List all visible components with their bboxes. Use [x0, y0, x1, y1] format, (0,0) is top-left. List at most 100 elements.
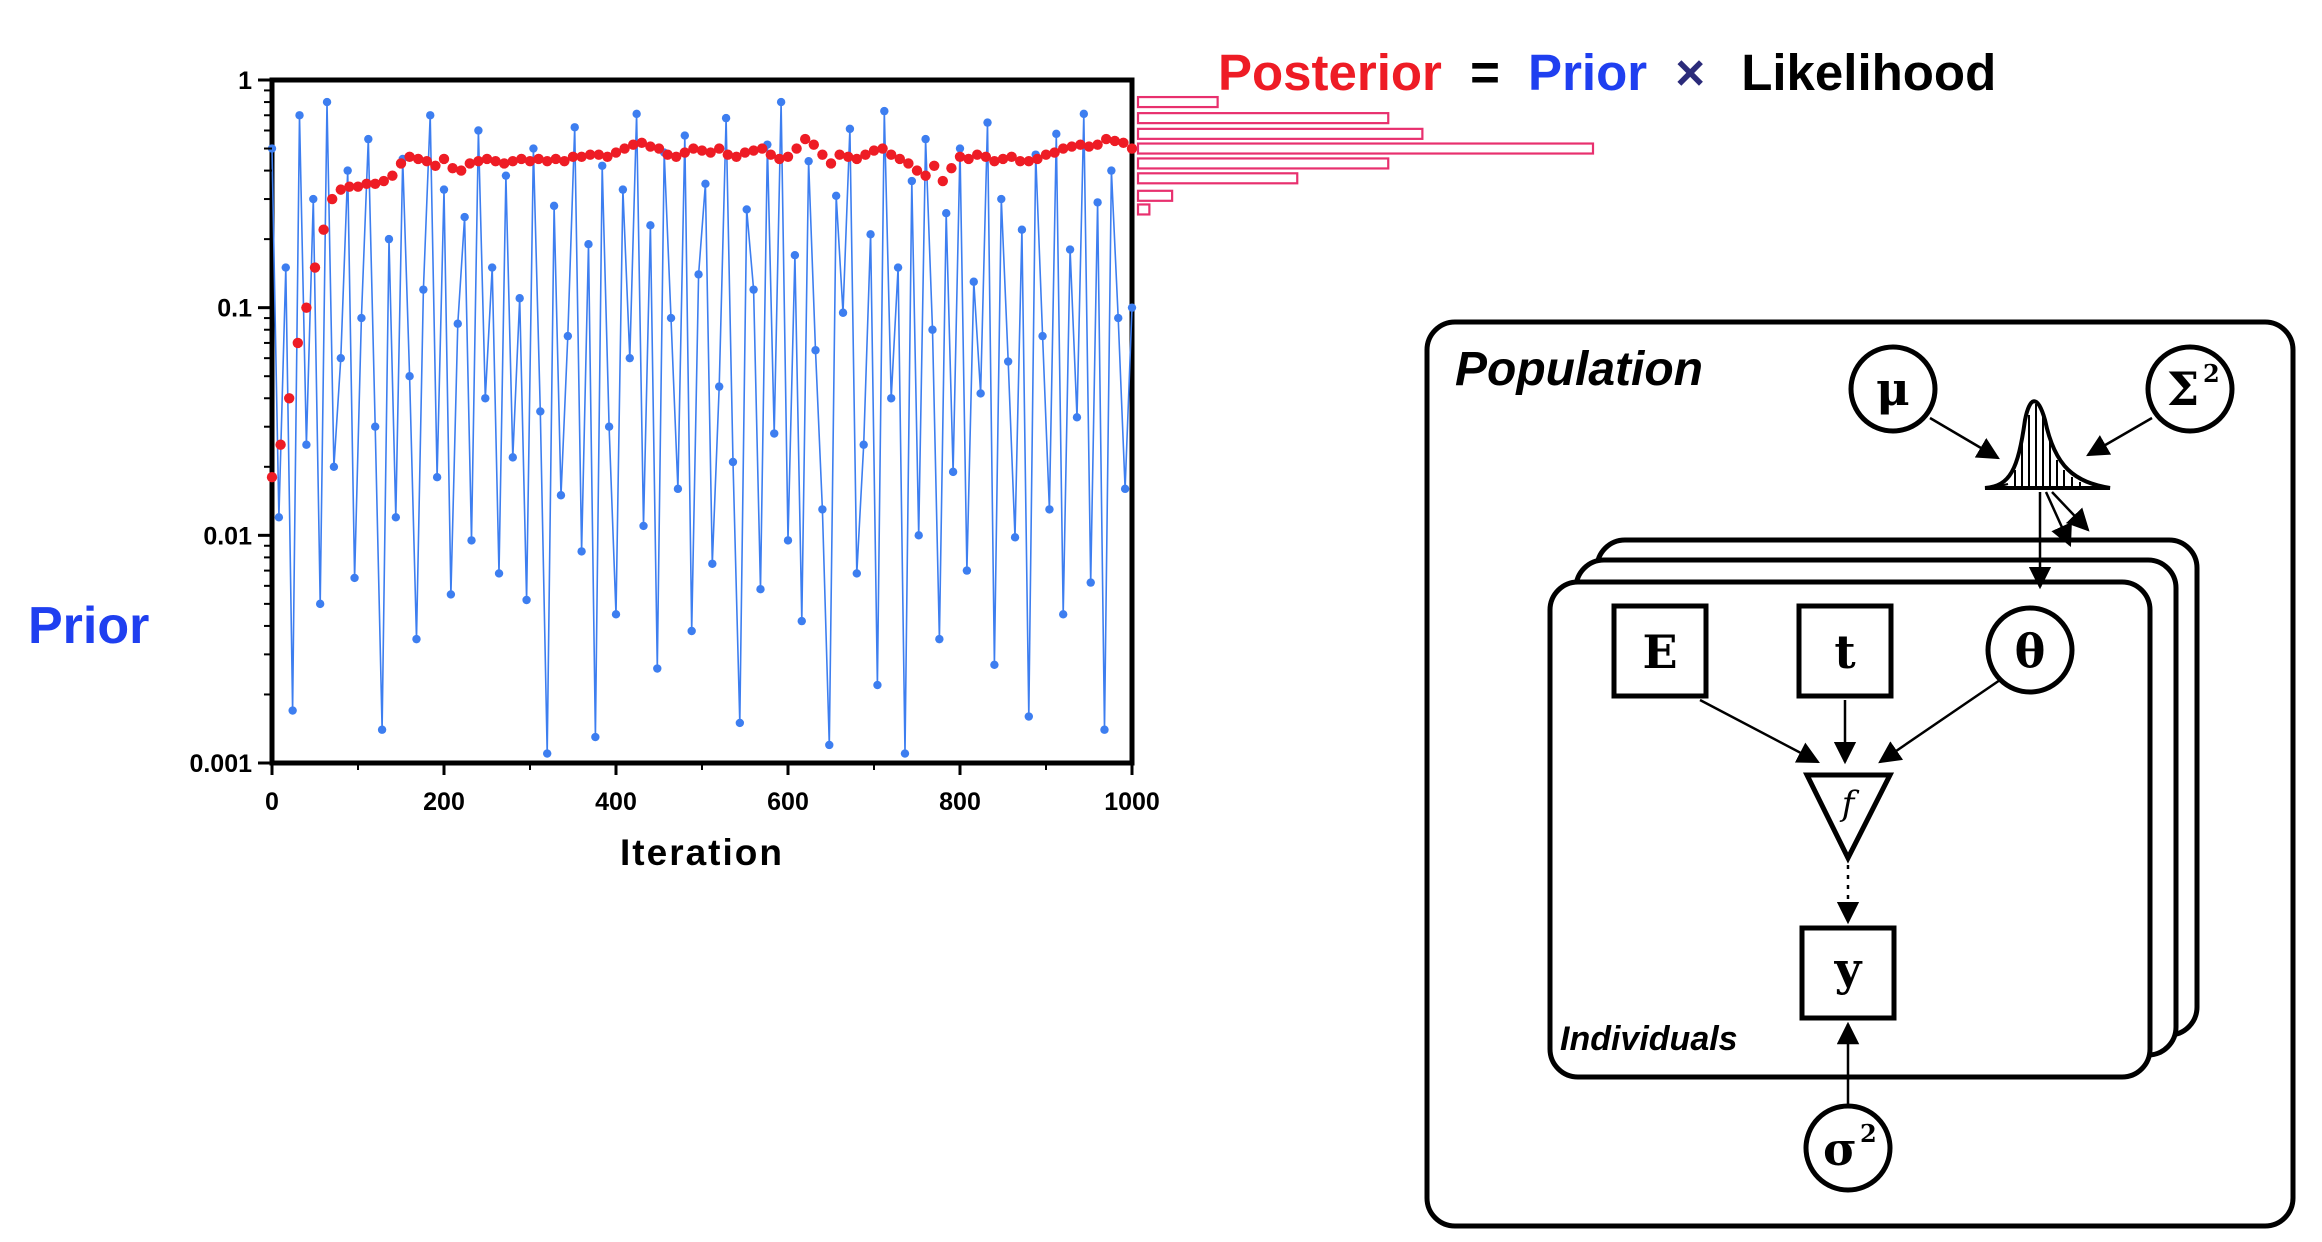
posterior-point	[352, 181, 364, 192]
prior-point	[928, 325, 937, 334]
prior-point	[295, 111, 304, 120]
sigma-cap-to-distribution-arrow	[2086, 416, 2153, 457]
prior-point	[487, 263, 497, 272]
prior-point	[756, 584, 765, 594]
posterior-point	[447, 162, 458, 174]
prior-point	[646, 221, 655, 230]
prior-point	[288, 706, 297, 715]
posterior-point	[645, 141, 656, 152]
prior-point	[1072, 413, 1082, 422]
prior-point	[990, 660, 999, 669]
individuals-label: Individuals	[1560, 1020, 1738, 1058]
mu-label: μ	[1876, 362, 1910, 416]
prior-point	[728, 457, 738, 467]
prior-point	[701, 179, 710, 189]
prior-point	[618, 185, 628, 194]
y-tick-label: 0.001	[189, 750, 252, 778]
sigma-cap-sup: 2	[2203, 359, 2220, 388]
t-label: t	[1834, 625, 1856, 679]
posterior-point	[344, 181, 355, 192]
prior-point	[481, 394, 490, 403]
posterior-point	[430, 160, 441, 171]
prior-point	[543, 749, 552, 758]
sigma-cap-node	[2145, 344, 2235, 434]
prior-point	[556, 491, 566, 500]
prior-point	[715, 382, 724, 391]
histogram-bar	[1136, 157, 1390, 170]
prior-point	[866, 230, 875, 239]
prior-point	[1079, 109, 1089, 119]
prior-point	[611, 610, 621, 619]
posterior-histogram	[1136, 95, 1595, 216]
prior-point	[942, 208, 951, 218]
prior-point	[1107, 166, 1116, 175]
posterior-point	[1101, 133, 1112, 145]
prior-point	[426, 111, 435, 120]
prior-point	[591, 732, 600, 742]
posterior-point	[499, 158, 510, 169]
posterior-point	[387, 170, 398, 181]
posterior-point	[825, 158, 837, 169]
prior-point	[852, 569, 861, 578]
prior-point	[432, 473, 442, 482]
posterior-point	[791, 143, 802, 154]
posterior-point	[653, 143, 665, 154]
prior-series	[267, 97, 1137, 758]
histogram-bar	[1136, 95, 1219, 109]
prior-point	[1120, 484, 1130, 494]
posterior-point	[972, 149, 983, 160]
posterior-point	[516, 153, 527, 165]
distribution-to-plates-arrow-2	[2051, 491, 2090, 532]
histogram-bar	[1136, 203, 1151, 216]
posterior-point	[1058, 143, 1069, 154]
E-label: E	[1642, 625, 1677, 679]
prior-point	[907, 176, 917, 186]
posterior-point	[980, 151, 991, 162]
posterior-point	[1049, 147, 1060, 158]
posterior-point	[800, 133, 811, 145]
prior-point	[1100, 725, 1109, 734]
sigma-sup: 2	[1860, 1119, 1877, 1148]
prior-point	[900, 749, 910, 758]
x-tick-label: 200	[423, 788, 465, 816]
population-distribution-icon	[1984, 399, 2111, 490]
posterior-point	[1015, 155, 1026, 167]
prior-point	[811, 346, 820, 355]
posterior-point	[705, 147, 716, 158]
posterior-point	[284, 393, 295, 404]
prior-point	[887, 394, 896, 403]
posterior-point	[954, 151, 966, 162]
prior-point	[1045, 505, 1054, 514]
prior-point	[598, 161, 607, 170]
posterior-point	[782, 151, 794, 162]
prior-point	[825, 740, 834, 750]
prior-point	[412, 634, 421, 644]
posterior-point	[542, 155, 553, 167]
posterior-point	[378, 175, 389, 187]
prior-point	[281, 263, 290, 272]
prior-point	[838, 308, 848, 317]
posterior-point	[688, 143, 699, 154]
posterior-point	[628, 139, 639, 150]
mu-to-distribution-arrow	[1929, 416, 2000, 460]
posterior-point	[920, 170, 931, 181]
prior-point	[357, 313, 366, 323]
posterior-point	[851, 153, 862, 165]
prior-point	[831, 191, 841, 200]
posterior-point	[834, 149, 845, 160]
posterior-point	[524, 155, 536, 167]
prior-point	[522, 595, 531, 605]
posterior-point	[636, 137, 647, 148]
posterior-point	[903, 158, 914, 169]
equation-posterior: Posterior	[1218, 44, 1442, 101]
posterior-point	[877, 143, 888, 154]
posterior-point	[481, 153, 493, 165]
posterior-point	[1023, 155, 1034, 167]
prior-point	[680, 131, 689, 140]
prior-point	[501, 171, 511, 180]
posterior-point	[456, 165, 467, 176]
prior-point	[666, 313, 676, 323]
prior-point	[873, 680, 882, 690]
y-node	[1799, 925, 1897, 1021]
posterior-point	[292, 337, 303, 349]
